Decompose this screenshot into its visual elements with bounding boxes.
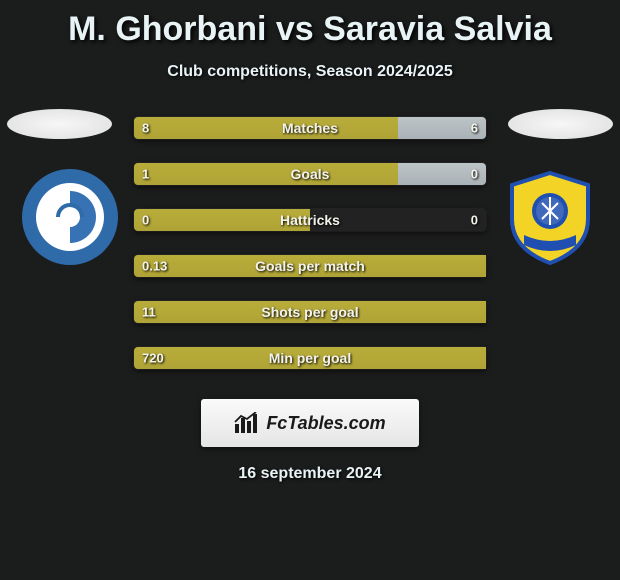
stat-label: Hattricks [134, 212, 486, 228]
club-crest-left [20, 167, 120, 267]
stat-row: Hattricks0 0 [134, 209, 486, 231]
stat-value-left: 11 [142, 305, 156, 320]
stat-row: Goals per match0.13 [134, 255, 486, 277]
stat-value-left: 1 [142, 167, 149, 182]
stat-row: Shots per goal11 [134, 301, 486, 323]
club-crest-right [500, 167, 600, 267]
stat-value-left: 720 [142, 351, 164, 366]
stat-value-left: 0.13 [142, 259, 167, 274]
stat-row: Matches8 6 [134, 117, 486, 139]
stat-label: Matches [134, 120, 486, 136]
player-avatar-right [508, 109, 613, 139]
footer-date: 16 september 2024 [0, 465, 620, 483]
stat-value-right: 0 [471, 213, 478, 228]
stat-label: Goals [134, 166, 486, 182]
subtitle: Club competitions, Season 2024/2025 [0, 63, 620, 81]
comparison-panel: Matches86Goals10Hattricks00Goals per mat… [0, 117, 620, 369]
stat-value-right: 0 [471, 167, 478, 182]
stat-label: Goals per match [134, 258, 486, 274]
stat-label: Shots per goal [134, 304, 486, 320]
stat-value-left: 8 [142, 121, 149, 136]
stat-value-left: 0 [142, 213, 149, 228]
brand-icon [234, 412, 260, 434]
stat-row: Min per goal720 [134, 347, 486, 369]
player-avatar-left [7, 109, 112, 139]
brand-badge: FcTables.com [201, 399, 419, 447]
brand-label: FcTables.com [266, 413, 385, 434]
stat-value-right: 6 [471, 121, 478, 136]
stat-label: Min per goal [134, 350, 486, 366]
page-title: M. Ghorbani vs Saravia Salvia [0, 0, 620, 49]
stat-row: Goals1 0 [134, 163, 486, 185]
stat-bars: Matches86Goals10Hattricks00Goals per mat… [134, 117, 486, 369]
